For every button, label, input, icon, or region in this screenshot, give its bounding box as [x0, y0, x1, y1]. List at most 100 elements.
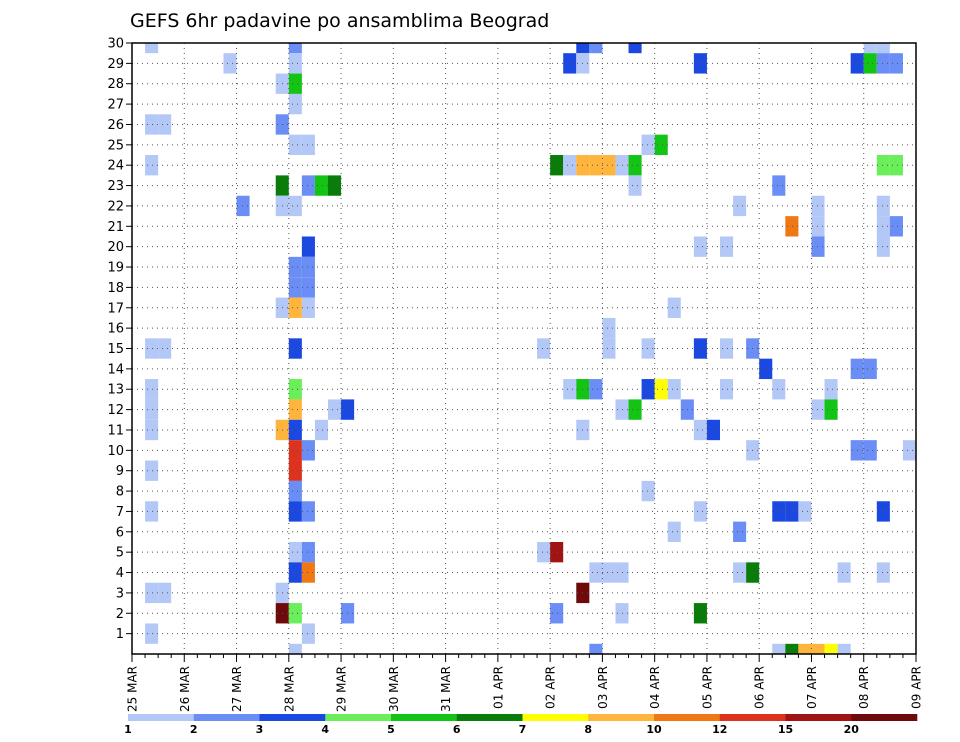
heatmap-cell [733, 562, 747, 583]
colorbar-label: 3 [256, 723, 264, 736]
heatmap-cell [301, 297, 315, 318]
heatmap-cell [301, 501, 315, 522]
heatmap-cell [288, 501, 302, 522]
heatmap-cell [824, 399, 838, 420]
colorbar-swatch [522, 714, 589, 721]
heatmap-cell [876, 501, 890, 522]
heatmap-cell [145, 460, 159, 481]
heatmap-cell [811, 643, 825, 654]
y-tick-label: 9 [116, 464, 124, 479]
colorbar-swatch [785, 714, 852, 721]
heatmap-cell [889, 53, 903, 74]
y-tick-label: 1 [116, 627, 124, 642]
heatmap-cell [785, 643, 799, 654]
heatmap-cell [288, 541, 302, 563]
heatmap-cell [288, 379, 302, 400]
x-tick-label: 05 APR [700, 666, 714, 709]
y-tick-label: 15 [107, 342, 124, 357]
y-tick-label: 17 [107, 301, 124, 316]
heatmap-cell [667, 297, 681, 318]
heatmap-cell [693, 603, 707, 624]
heatmap-cell [811, 399, 825, 420]
heatmap-cell [301, 623, 315, 644]
heatmap-cell [145, 379, 159, 400]
heatmap-cell [889, 155, 903, 176]
y-tick-label: 29 [107, 57, 124, 72]
x-tick-label: 29 MAR [335, 666, 349, 712]
heatmap-cell [641, 379, 655, 400]
y-tick-label: 14 [107, 362, 124, 377]
heatmap-cell [145, 582, 159, 604]
heatmap-cell [824, 379, 838, 400]
y-tick-label: 10 [107, 444, 124, 459]
heatmap-cell [550, 603, 564, 624]
colorbar-label: 10 [646, 723, 662, 736]
heatmap-cell [628, 399, 642, 420]
x-tick-label: 01 APR [491, 666, 505, 709]
heatmap-cell [811, 236, 825, 257]
y-tick-label: 30 [107, 37, 124, 52]
heatmap-cell [288, 277, 302, 298]
heatmap-cell [876, 155, 890, 176]
heatmap-cell [288, 643, 302, 654]
colorbar-label: 1 [124, 723, 132, 736]
heatmap-cell [288, 562, 302, 583]
heatmap-cell [602, 338, 616, 359]
heatmap-cell [576, 43, 590, 54]
x-tick-label: 30 MAR [387, 666, 401, 712]
y-tick-label: 20 [107, 240, 124, 255]
colorbar-label: 20 [844, 723, 860, 736]
heatmap-cell [288, 73, 302, 94]
heatmap-cell [288, 134, 302, 156]
heatmap-cell [693, 501, 707, 522]
heatmap-cell [288, 399, 302, 420]
x-tick-label: 27 MAR [230, 666, 244, 712]
heatmap-cell [837, 643, 851, 654]
heatmap-cell [537, 338, 551, 359]
heatmap-cell [785, 216, 799, 237]
heatmap-cell [876, 53, 890, 74]
heatmap-cell [654, 379, 668, 400]
heatmap-cell [589, 379, 603, 400]
heatmap-cell [863, 440, 877, 461]
heatmap-cell [314, 175, 328, 196]
colorbar-label: 4 [321, 723, 329, 736]
heatmap-cell [837, 562, 851, 583]
colorbar-swatch [588, 714, 655, 721]
x-tick-label: 09 APR [910, 666, 924, 709]
y-tick-label: 4 [116, 566, 124, 581]
colorbar-label: 7 [519, 723, 527, 736]
y-tick-label: 28 [107, 77, 124, 92]
heatmap-cell [667, 521, 681, 542]
heatmap-cell [288, 195, 302, 217]
colorbar-swatch [193, 714, 260, 721]
heatmap-cell [720, 236, 734, 257]
heatmap-cell [733, 521, 747, 542]
heatmap-cell [158, 338, 172, 359]
heatmap-cell [641, 338, 655, 359]
heatmap-cell [145, 399, 159, 420]
heatmap-cell [889, 216, 903, 237]
colorbar-label: 5 [387, 723, 395, 736]
heatmap-cell [301, 440, 315, 461]
plot-frame [131, 42, 917, 655]
colorbar-swatch [654, 714, 721, 721]
colorbar-swatch [325, 714, 392, 721]
colorbar-swatch [456, 714, 523, 721]
y-tick-label: 13 [107, 383, 124, 398]
heatmap-cell [628, 43, 642, 54]
y-tick-label: 6 [116, 525, 124, 540]
colorbar-label: 2 [190, 723, 198, 736]
x-tick-label: 31 MAR [439, 666, 453, 712]
heatmap-cell [301, 256, 315, 278]
grid-lines [132, 43, 916, 654]
heatmap-cell [145, 501, 159, 522]
heatmap-cell [602, 155, 616, 176]
y-tick-label: 22 [107, 199, 124, 214]
y-tick-label: 7 [116, 505, 124, 520]
heatmap-cell [589, 643, 603, 654]
heatmap-cell [145, 419, 159, 441]
colorbar-swatch [391, 714, 458, 721]
heatmap-cell [811, 216, 825, 237]
